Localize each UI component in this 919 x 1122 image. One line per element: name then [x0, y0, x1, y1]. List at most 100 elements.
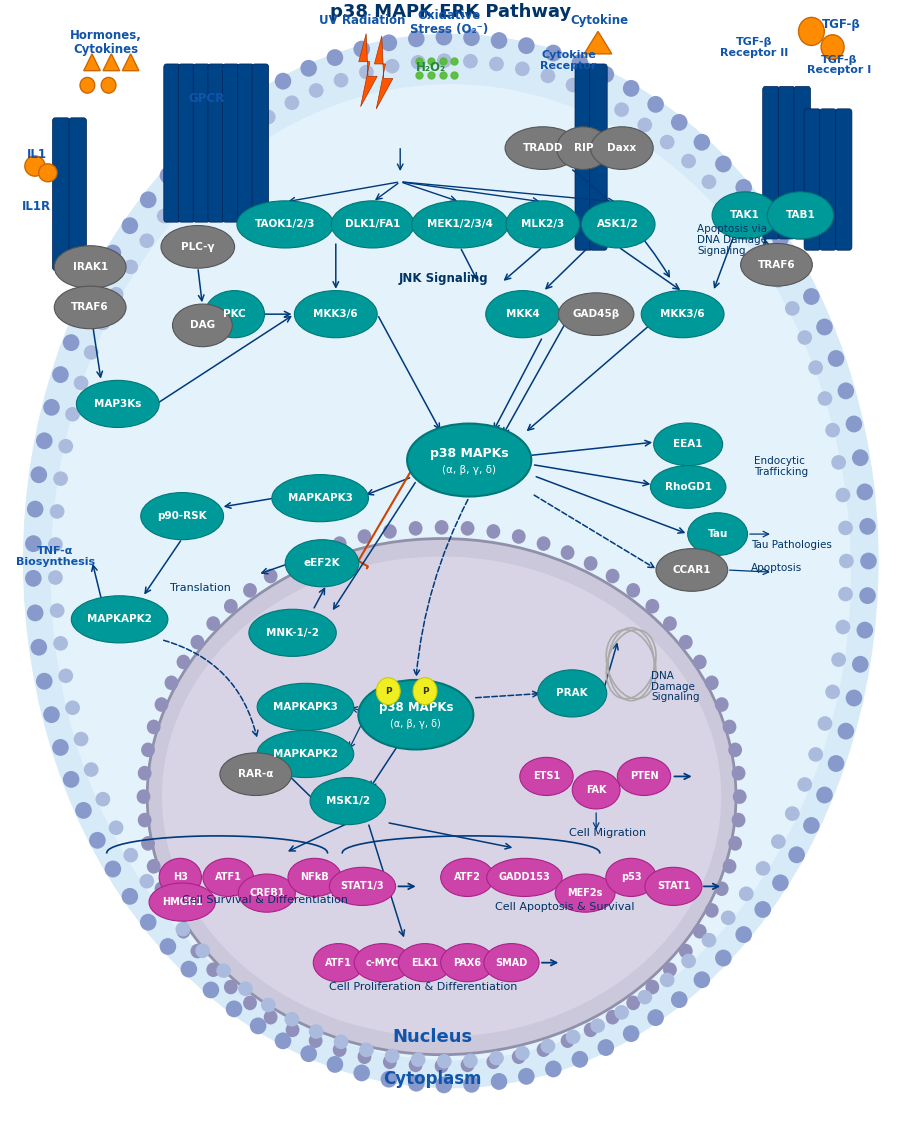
Ellipse shape	[434, 1059, 448, 1073]
Ellipse shape	[515, 1046, 529, 1060]
Ellipse shape	[285, 540, 358, 587]
Ellipse shape	[176, 922, 190, 937]
Ellipse shape	[486, 1055, 500, 1069]
Text: DLK1/FA1: DLK1/FA1	[345, 220, 400, 229]
Ellipse shape	[721, 859, 735, 874]
Ellipse shape	[408, 1075, 425, 1092]
Ellipse shape	[294, 291, 377, 338]
Ellipse shape	[310, 778, 385, 825]
Ellipse shape	[149, 883, 215, 921]
Ellipse shape	[797, 778, 811, 792]
Ellipse shape	[23, 34, 878, 1088]
Ellipse shape	[357, 530, 371, 544]
Ellipse shape	[48, 537, 62, 552]
Ellipse shape	[65, 700, 80, 715]
Text: RAR-α: RAR-α	[238, 770, 273, 779]
Ellipse shape	[159, 858, 201, 896]
Text: MAP3Ks: MAP3Ks	[94, 399, 142, 408]
Ellipse shape	[440, 944, 494, 982]
Text: UV Radiation: UV Radiation	[319, 13, 405, 27]
Ellipse shape	[410, 1052, 425, 1067]
Text: GAD45β: GAD45β	[572, 310, 619, 319]
Text: Cell Survival & Differentiation: Cell Survival & Differentiation	[182, 895, 347, 904]
Ellipse shape	[838, 554, 853, 569]
Text: TGF-β
Receptor I: TGF-β Receptor I	[806, 55, 870, 75]
Ellipse shape	[434, 519, 448, 534]
Ellipse shape	[540, 68, 555, 83]
Text: Apoptosis via
DNA Damage
Signaling: Apoptosis via DNA Damage Signaling	[697, 224, 766, 256]
Text: HMGN1: HMGN1	[162, 898, 202, 907]
Ellipse shape	[243, 995, 256, 1010]
Text: STAT1: STAT1	[656, 882, 689, 891]
Ellipse shape	[714, 156, 731, 173]
Ellipse shape	[485, 291, 559, 338]
Ellipse shape	[653, 423, 722, 466]
Ellipse shape	[770, 835, 785, 849]
Ellipse shape	[519, 757, 573, 795]
Ellipse shape	[173, 304, 233, 347]
FancyBboxPatch shape	[762, 86, 778, 239]
Ellipse shape	[225, 1001, 242, 1018]
Ellipse shape	[670, 114, 686, 131]
Ellipse shape	[140, 913, 156, 930]
Ellipse shape	[678, 635, 692, 650]
Ellipse shape	[257, 683, 354, 730]
Ellipse shape	[720, 910, 735, 925]
Ellipse shape	[771, 231, 788, 248]
Ellipse shape	[62, 771, 79, 788]
Ellipse shape	[831, 652, 845, 666]
Ellipse shape	[105, 861, 121, 877]
Ellipse shape	[731, 812, 744, 827]
Ellipse shape	[626, 995, 640, 1010]
Ellipse shape	[650, 466, 725, 508]
Ellipse shape	[105, 245, 121, 261]
Ellipse shape	[54, 286, 126, 329]
Ellipse shape	[141, 836, 154, 850]
Ellipse shape	[84, 346, 98, 360]
Ellipse shape	[141, 493, 223, 540]
Ellipse shape	[590, 127, 652, 169]
Ellipse shape	[460, 521, 474, 535]
Text: RIP: RIP	[573, 144, 593, 153]
Ellipse shape	[663, 963, 676, 977]
Text: ATF2: ATF2	[453, 873, 481, 882]
Ellipse shape	[220, 753, 291, 795]
Text: c-MYC: c-MYC	[366, 958, 399, 967]
Ellipse shape	[831, 456, 845, 470]
Text: DNA
Damage
Signaling: DNA Damage Signaling	[651, 671, 699, 702]
Text: Tau Pathologies: Tau Pathologies	[750, 541, 831, 550]
Ellipse shape	[264, 569, 278, 583]
Ellipse shape	[206, 616, 220, 631]
Ellipse shape	[50, 504, 64, 518]
Ellipse shape	[358, 1042, 373, 1057]
Ellipse shape	[571, 54, 587, 71]
Text: P: P	[421, 687, 428, 696]
Ellipse shape	[333, 536, 346, 551]
Ellipse shape	[565, 77, 580, 92]
Ellipse shape	[309, 83, 323, 98]
FancyBboxPatch shape	[793, 86, 810, 239]
Ellipse shape	[721, 719, 735, 734]
Text: Cell Migration: Cell Migration	[568, 828, 645, 837]
Ellipse shape	[808, 360, 823, 375]
Ellipse shape	[641, 291, 723, 338]
Ellipse shape	[738, 221, 753, 236]
Text: MLK2/3: MLK2/3	[520, 220, 564, 229]
Ellipse shape	[36, 673, 52, 690]
Polygon shape	[374, 36, 392, 109]
Ellipse shape	[834, 488, 849, 503]
Text: PTEN: PTEN	[629, 772, 658, 781]
Ellipse shape	[463, 29, 480, 46]
Text: CREB1: CREB1	[249, 889, 284, 898]
Text: MKK4: MKK4	[505, 310, 539, 319]
Ellipse shape	[398, 944, 451, 982]
Ellipse shape	[89, 274, 106, 291]
Ellipse shape	[162, 557, 720, 1037]
Ellipse shape	[704, 675, 718, 690]
Text: TNF-α
Biosynthesis: TNF-α Biosynthesis	[16, 546, 95, 567]
Ellipse shape	[25, 570, 41, 587]
Text: CCAR1: CCAR1	[672, 565, 710, 574]
Ellipse shape	[693, 134, 709, 150]
Ellipse shape	[301, 1046, 317, 1063]
Text: MKK3/6: MKK3/6	[660, 310, 704, 319]
